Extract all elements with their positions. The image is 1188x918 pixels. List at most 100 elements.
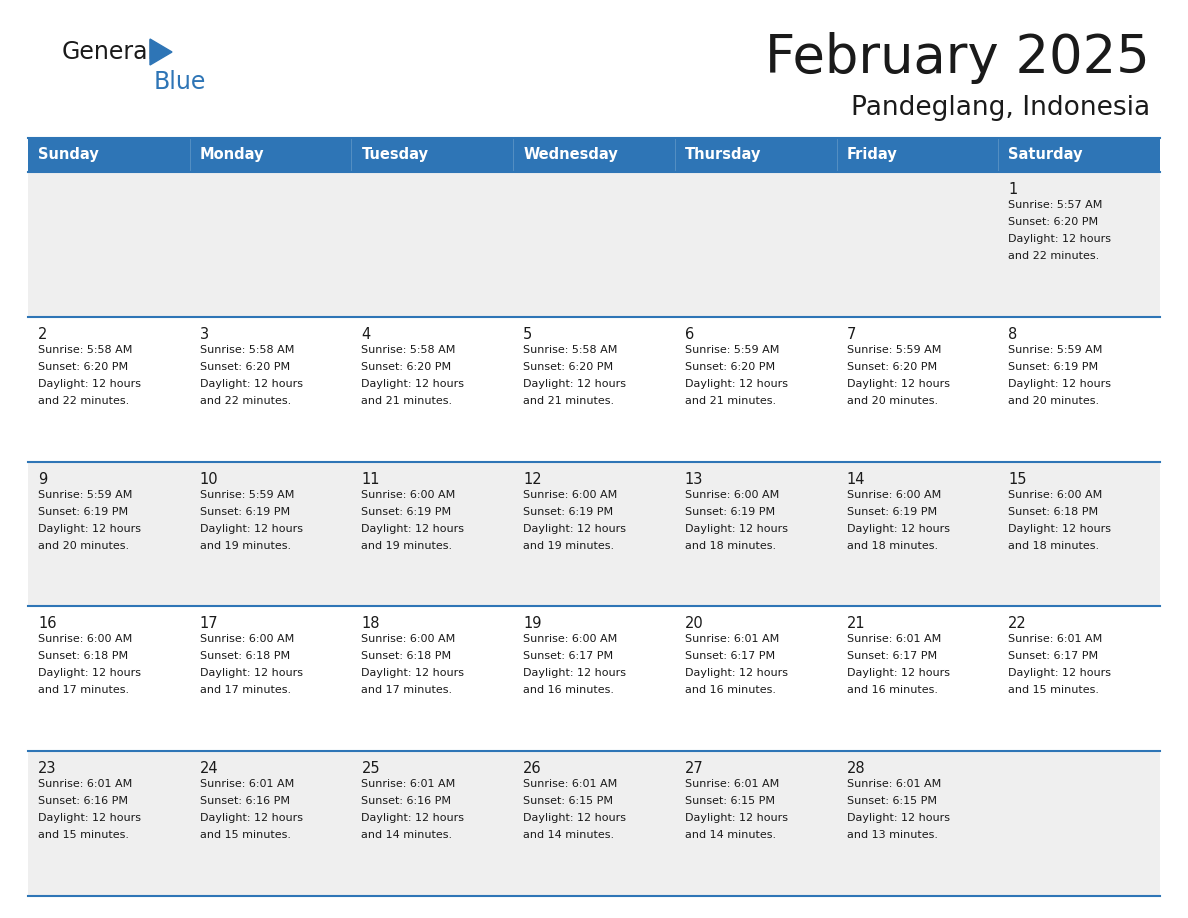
Text: 17: 17	[200, 616, 219, 632]
Text: Sunset: 6:15 PM: Sunset: 6:15 PM	[523, 796, 613, 806]
Text: and 17 minutes.: and 17 minutes.	[200, 686, 291, 696]
Text: Daylight: 12 hours: Daylight: 12 hours	[847, 668, 949, 678]
Bar	[513, 462, 675, 607]
Text: Sunset: 6:20 PM: Sunset: 6:20 PM	[38, 362, 128, 372]
Text: and 19 minutes.: and 19 minutes.	[523, 541, 614, 551]
Text: and 21 minutes.: and 21 minutes.	[523, 396, 614, 406]
Text: Sunset: 6:20 PM: Sunset: 6:20 PM	[1009, 217, 1099, 227]
Text: Daylight: 12 hours: Daylight: 12 hours	[361, 379, 465, 389]
Bar	[836, 317, 998, 462]
Bar	[190, 317, 352, 462]
Text: Sunrise: 5:58 AM: Sunrise: 5:58 AM	[200, 345, 295, 354]
Text: Daylight: 12 hours: Daylight: 12 hours	[200, 813, 303, 823]
Text: Daylight: 12 hours: Daylight: 12 hours	[38, 379, 141, 389]
Bar	[513, 751, 675, 896]
Text: Sunset: 6:16 PM: Sunset: 6:16 PM	[200, 796, 290, 806]
Text: Sunrise: 6:01 AM: Sunrise: 6:01 AM	[523, 779, 618, 789]
Bar	[675, 317, 836, 462]
Text: Sunset: 6:18 PM: Sunset: 6:18 PM	[200, 652, 290, 661]
Text: Monday: Monday	[200, 148, 264, 162]
Text: Sunset: 6:19 PM: Sunset: 6:19 PM	[523, 507, 613, 517]
Text: Sunset: 6:15 PM: Sunset: 6:15 PM	[847, 796, 936, 806]
Text: Sunrise: 6:01 AM: Sunrise: 6:01 AM	[1009, 634, 1102, 644]
Text: Sunset: 6:19 PM: Sunset: 6:19 PM	[38, 507, 128, 517]
Bar	[998, 317, 1159, 462]
Text: Tuesday: Tuesday	[361, 148, 429, 162]
Text: Sunrise: 6:00 AM: Sunrise: 6:00 AM	[1009, 489, 1102, 499]
Text: and 13 minutes.: and 13 minutes.	[847, 830, 937, 840]
Text: Daylight: 12 hours: Daylight: 12 hours	[847, 379, 949, 389]
Bar	[998, 172, 1159, 317]
Text: Daylight: 12 hours: Daylight: 12 hours	[847, 813, 949, 823]
Text: Sunrise: 6:01 AM: Sunrise: 6:01 AM	[684, 634, 779, 644]
Text: Daylight: 12 hours: Daylight: 12 hours	[1009, 234, 1111, 244]
Text: and 21 minutes.: and 21 minutes.	[684, 396, 776, 406]
Text: Pandeglang, Indonesia: Pandeglang, Indonesia	[851, 95, 1150, 121]
Text: Sunrise: 5:58 AM: Sunrise: 5:58 AM	[38, 345, 132, 354]
Text: Sunday: Sunday	[38, 148, 99, 162]
Bar	[836, 462, 998, 607]
Text: Sunrise: 6:00 AM: Sunrise: 6:00 AM	[361, 489, 456, 499]
Text: Sunset: 6:17 PM: Sunset: 6:17 PM	[684, 652, 775, 661]
Bar	[998, 138, 1159, 172]
Bar	[352, 172, 513, 317]
Text: and 18 minutes.: and 18 minutes.	[1009, 541, 1099, 551]
Text: 5: 5	[523, 327, 532, 341]
Bar	[998, 462, 1159, 607]
Text: Sunrise: 6:00 AM: Sunrise: 6:00 AM	[523, 489, 618, 499]
Text: Sunrise: 6:01 AM: Sunrise: 6:01 AM	[684, 779, 779, 789]
Bar	[29, 317, 190, 462]
Text: Sunrise: 6:00 AM: Sunrise: 6:00 AM	[847, 489, 941, 499]
Text: Sunrise: 5:57 AM: Sunrise: 5:57 AM	[1009, 200, 1102, 210]
Bar	[190, 172, 352, 317]
Text: Sunrise: 6:00 AM: Sunrise: 6:00 AM	[684, 489, 779, 499]
Text: Daylight: 12 hours: Daylight: 12 hours	[361, 813, 465, 823]
Text: Sunrise: 5:59 AM: Sunrise: 5:59 AM	[684, 345, 779, 354]
Text: and 15 minutes.: and 15 minutes.	[38, 830, 129, 840]
Text: Daylight: 12 hours: Daylight: 12 hours	[523, 668, 626, 678]
Text: 7: 7	[847, 327, 855, 341]
Text: 23: 23	[38, 761, 57, 777]
Text: Daylight: 12 hours: Daylight: 12 hours	[200, 523, 303, 533]
Text: 18: 18	[361, 616, 380, 632]
Text: Daylight: 12 hours: Daylight: 12 hours	[200, 379, 303, 389]
Text: Daylight: 12 hours: Daylight: 12 hours	[38, 523, 141, 533]
Text: Daylight: 12 hours: Daylight: 12 hours	[523, 379, 626, 389]
Text: and 21 minutes.: and 21 minutes.	[361, 396, 453, 406]
Text: and 20 minutes.: and 20 minutes.	[1009, 396, 1099, 406]
Text: Sunrise: 5:59 AM: Sunrise: 5:59 AM	[1009, 345, 1102, 354]
Bar	[190, 138, 352, 172]
Text: 12: 12	[523, 472, 542, 487]
Text: and 14 minutes.: and 14 minutes.	[361, 830, 453, 840]
Text: Wednesday: Wednesday	[523, 148, 618, 162]
Bar	[675, 607, 836, 751]
Text: Sunrise: 5:59 AM: Sunrise: 5:59 AM	[38, 489, 132, 499]
Text: Sunrise: 5:58 AM: Sunrise: 5:58 AM	[361, 345, 456, 354]
Text: and 18 minutes.: and 18 minutes.	[684, 541, 776, 551]
Text: Sunrise: 6:00 AM: Sunrise: 6:00 AM	[361, 634, 456, 644]
Bar	[675, 462, 836, 607]
Text: Sunrise: 5:59 AM: Sunrise: 5:59 AM	[200, 489, 295, 499]
Text: and 15 minutes.: and 15 minutes.	[1009, 686, 1099, 696]
Text: Sunrise: 6:01 AM: Sunrise: 6:01 AM	[847, 634, 941, 644]
Polygon shape	[150, 39, 172, 65]
Text: and 22 minutes.: and 22 minutes.	[1009, 251, 1100, 261]
Bar	[836, 607, 998, 751]
Text: Daylight: 12 hours: Daylight: 12 hours	[361, 668, 465, 678]
Text: 11: 11	[361, 472, 380, 487]
Text: 22: 22	[1009, 616, 1028, 632]
Bar	[29, 138, 190, 172]
Text: Sunset: 6:20 PM: Sunset: 6:20 PM	[684, 362, 775, 372]
Bar	[352, 138, 513, 172]
Text: Sunset: 6:18 PM: Sunset: 6:18 PM	[1009, 507, 1099, 517]
Text: 26: 26	[523, 761, 542, 777]
Text: Sunset: 6:19 PM: Sunset: 6:19 PM	[361, 507, 451, 517]
Text: Sunset: 6:20 PM: Sunset: 6:20 PM	[200, 362, 290, 372]
Text: and 16 minutes.: and 16 minutes.	[684, 686, 776, 696]
Text: Daylight: 12 hours: Daylight: 12 hours	[684, 379, 788, 389]
Text: Sunrise: 6:01 AM: Sunrise: 6:01 AM	[847, 779, 941, 789]
Text: 21: 21	[847, 616, 865, 632]
Bar	[513, 317, 675, 462]
Text: Daylight: 12 hours: Daylight: 12 hours	[684, 813, 788, 823]
Text: 3: 3	[200, 327, 209, 341]
